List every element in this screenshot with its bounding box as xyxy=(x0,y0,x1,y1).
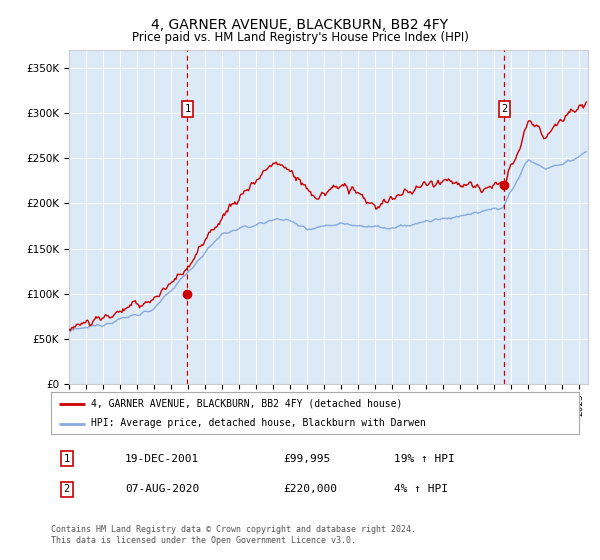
Text: 4, GARNER AVENUE, BLACKBURN, BB2 4FY (detached house): 4, GARNER AVENUE, BLACKBURN, BB2 4FY (de… xyxy=(91,399,402,409)
Text: 1: 1 xyxy=(64,454,70,464)
Text: 07-AUG-2020: 07-AUG-2020 xyxy=(125,484,199,494)
Text: 1: 1 xyxy=(184,104,191,114)
Text: 2: 2 xyxy=(501,104,508,114)
Text: HPI: Average price, detached house, Blackburn with Darwen: HPI: Average price, detached house, Blac… xyxy=(91,418,425,428)
Text: 2: 2 xyxy=(64,484,70,494)
Text: £220,000: £220,000 xyxy=(283,484,337,494)
Text: Price paid vs. HM Land Registry's House Price Index (HPI): Price paid vs. HM Land Registry's House … xyxy=(131,31,469,44)
Text: Contains HM Land Registry data © Crown copyright and database right 2024.
This d: Contains HM Land Registry data © Crown c… xyxy=(51,525,416,545)
Text: 19-DEC-2001: 19-DEC-2001 xyxy=(125,454,199,464)
Text: 4, GARNER AVENUE, BLACKBURN, BB2 4FY: 4, GARNER AVENUE, BLACKBURN, BB2 4FY xyxy=(151,18,449,32)
Text: £99,995: £99,995 xyxy=(283,454,331,464)
Text: 19% ↑ HPI: 19% ↑ HPI xyxy=(394,454,455,464)
Text: 4% ↑ HPI: 4% ↑ HPI xyxy=(394,484,448,494)
